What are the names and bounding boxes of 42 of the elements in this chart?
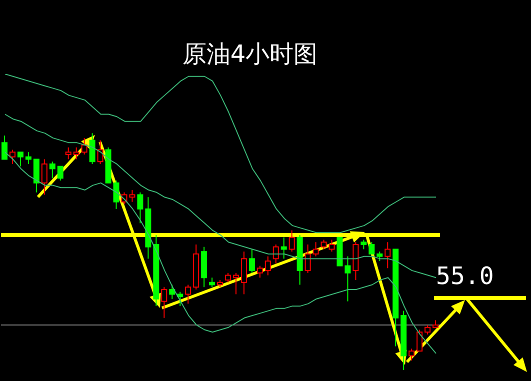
candlestick <box>9 149 16 164</box>
candlestick <box>264 256 271 276</box>
candlestick <box>408 348 415 362</box>
candlestick <box>248 248 255 274</box>
candlestick <box>232 272 239 295</box>
candlestick <box>41 158 48 196</box>
candlestick <box>272 244 279 264</box>
candlestick <box>161 286 168 318</box>
candlestick <box>224 272 231 283</box>
candlestick <box>288 230 295 252</box>
candlestick <box>49 161 56 179</box>
candlestick <box>177 291 184 307</box>
candlestick <box>416 329 423 352</box>
candlestick <box>81 137 88 156</box>
candlestick <box>312 242 319 257</box>
candlestick <box>17 152 24 167</box>
chart-title: 原油4小时图 <box>181 39 319 70</box>
candlestick <box>424 324 431 335</box>
candlestick <box>368 242 375 254</box>
candlestick <box>89 132 96 164</box>
candlestick <box>384 242 391 269</box>
annotation: 55.0 <box>436 262 494 290</box>
candlestick <box>376 251 383 262</box>
candlestick <box>65 146 72 160</box>
candlestick <box>209 277 216 288</box>
candlestick <box>344 256 351 302</box>
candlestick <box>240 251 247 295</box>
candlestick <box>25 152 32 164</box>
candlestick <box>169 284 176 300</box>
candlestick <box>185 284 192 304</box>
candlestick <box>73 146 80 160</box>
candlestick <box>2 135 8 160</box>
candlestick <box>256 265 263 278</box>
candlestick <box>57 166 64 182</box>
candlestick <box>129 190 136 202</box>
candlestick <box>360 239 367 250</box>
candlestick <box>280 236 287 260</box>
candlestick <box>304 244 311 274</box>
candlestick <box>328 239 335 252</box>
candlestick <box>33 158 40 193</box>
candlestick <box>320 239 327 250</box>
candlestick <box>137 192 144 224</box>
